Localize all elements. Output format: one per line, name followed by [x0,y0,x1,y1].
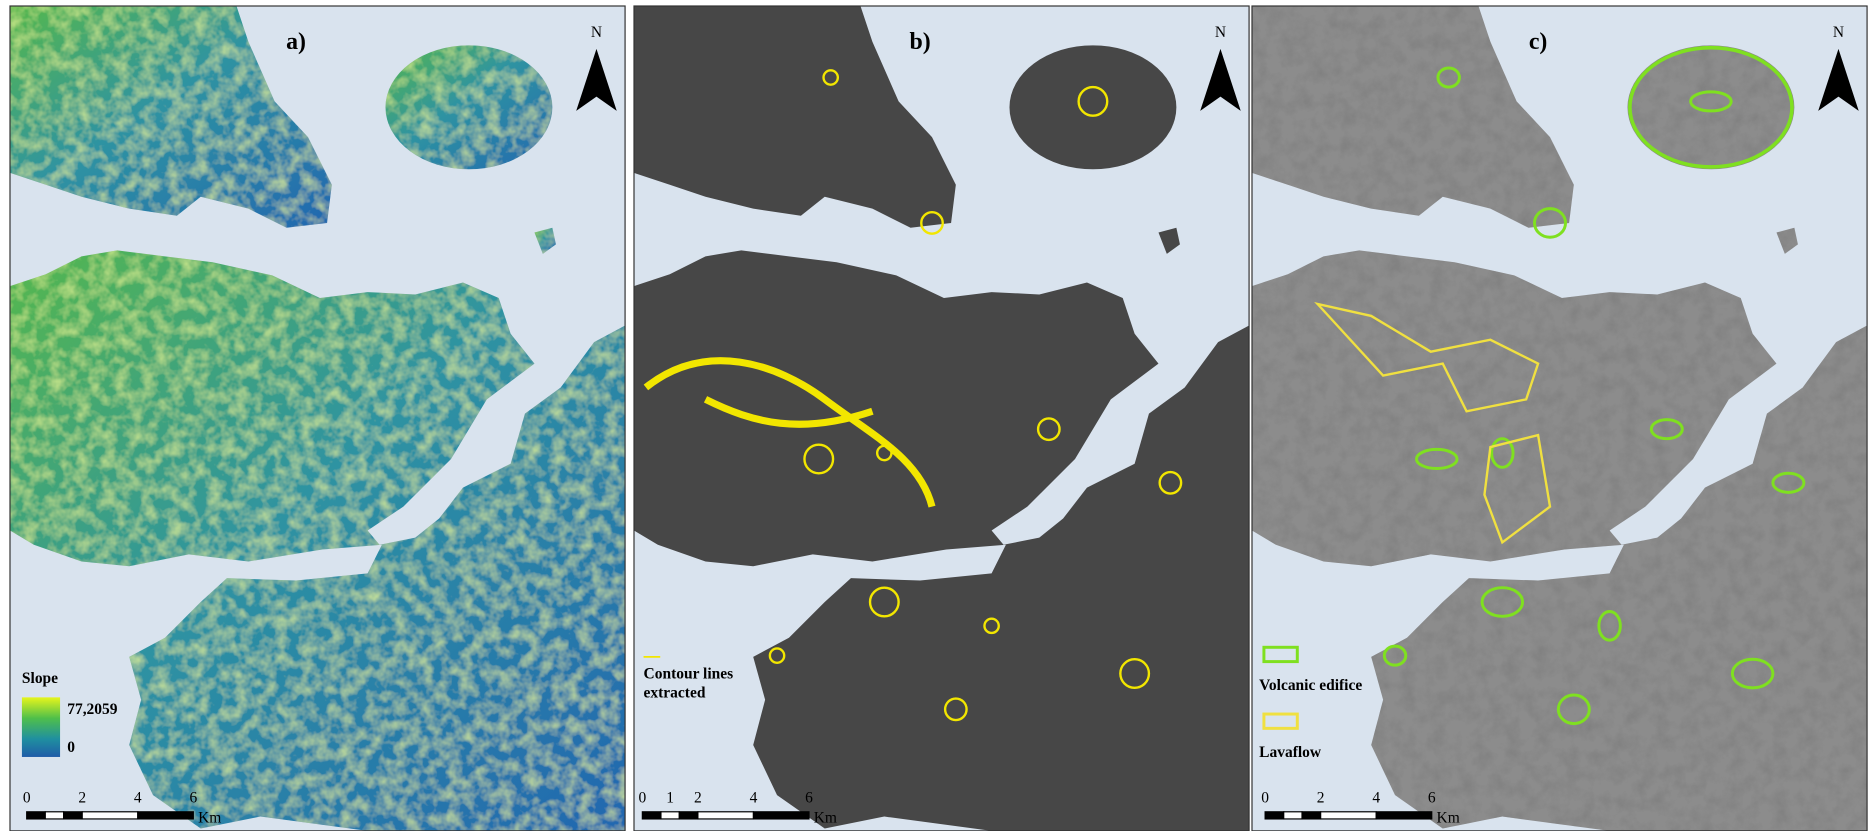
scale-bar-segment [82,812,138,819]
scale-tick-label: 4 [1372,789,1380,806]
scale-tick-label: 6 [189,789,197,806]
north-label: N [1833,24,1844,41]
legend-title: Slope [22,670,58,687]
legend-ramp [22,697,60,757]
scale-tick-label: 6 [1428,789,1436,806]
scale-tick-label: 0 [638,789,646,806]
scale-bar-segment [753,812,809,819]
map-panel: b) N 0 1 2 4 6Km Contour lines extracted [634,6,1249,831]
scale-bar-segment [679,812,698,819]
north-label: N [591,24,602,41]
map-panel: a) N 0 2 4 6Km Slope 77,2059 0 [10,6,625,831]
scale-tick-label: 0 [1261,789,1269,806]
scale-bar-segment [1284,812,1302,819]
scale-tick-label: 1 [666,789,674,806]
scale-bar-segment [138,812,194,819]
scale-bar-segment [1376,812,1432,819]
legend-text: Lavaflow [1259,744,1322,761]
scale-unit: Km [814,810,837,827]
scale-unit: Km [198,810,221,827]
figure: a)N0246KmSlope77,20590b)N01246KmContour … [0,0,1869,831]
scale-bar-segment [1321,812,1377,819]
scale-bar-segment [1265,812,1284,819]
scale-bar-segment [45,812,63,819]
legend-text: Volcanic edifice [1259,677,1362,694]
scale-bar-segment [661,812,679,819]
map-body [1252,6,1867,831]
panel-label: a) [286,29,306,55]
scale-tick-label: 0 [23,789,31,806]
panel-label: b) [909,29,930,55]
scale-bar-segment [1302,812,1321,819]
legend-text: Contour lines [644,665,734,682]
scale-tick-label: 4 [750,789,758,806]
map-body [634,6,1249,831]
north-label: N [1215,24,1226,41]
scale-tick-label: 2 [78,789,86,806]
scale-tick-label: 2 [694,789,702,806]
panel-label: c) [1529,29,1548,55]
scale-unit: Km [1437,810,1460,827]
legend-text: extracted [644,684,706,701]
scale-tick-label: 4 [134,789,142,806]
scale-bar-segment [642,812,661,819]
scale-bar-segment [698,812,754,819]
scale-tick-label: 6 [805,789,813,806]
legend-min: 0 [67,739,75,756]
map-panel: c) N 0 2 4 6Km Volcanic edifice Lavaflow [1252,6,1867,831]
page: a)N0246KmSlope77,20590b)N01246KmContour … [0,0,1869,831]
legend-max: 77,2059 [67,701,118,718]
scale-bar-segment [27,812,46,819]
scale-tick-label: 2 [1317,789,1325,806]
scale-bar-segment [64,812,83,819]
